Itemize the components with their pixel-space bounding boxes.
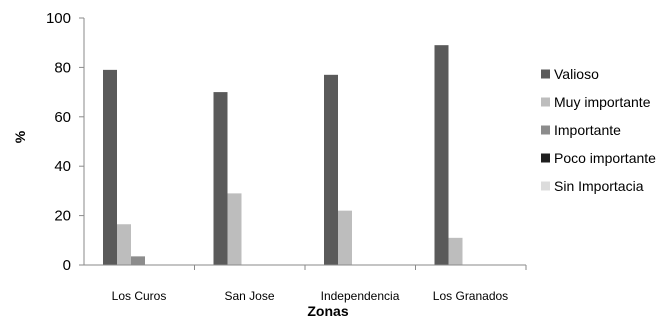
bar-independencia-muy-importante (338, 210, 352, 265)
bar-independencia-valioso (324, 74, 338, 265)
x-axis-categories: Los Curos San Jose Independencia Los Granad… (112, 265, 527, 303)
y-tick-label: 20 (54, 208, 71, 225)
bar-los-curos-importante (131, 256, 145, 265)
legend-swatch-importante (541, 125, 550, 135)
legend-swatch-muy-importante (541, 97, 550, 107)
y-tick-label: 80 (54, 59, 71, 76)
legend-swatch-sin-importacia (541, 181, 550, 191)
legend-label-sin-importacia: Sin Importacia (554, 178, 644, 194)
legend: Valioso Muy importante Importante Poco impo… (541, 66, 656, 194)
legend-label-poco-importante: Poco importante (554, 150, 656, 166)
legend-label-muy-importante: Muy importante (554, 94, 651, 110)
legend-swatch-valioso (541, 69, 550, 79)
x-tick-label: Los Granados (433, 289, 508, 303)
bar-san-jose-muy-importante (227, 193, 242, 265)
y-tick-label: 0 (63, 257, 71, 274)
bar-los-granados-muy-importante (448, 237, 463, 265)
y-tick-label: 60 (54, 109, 71, 126)
legend-label-importante: Importante (554, 122, 621, 138)
bar-los-curos-muy-importante (117, 224, 131, 265)
x-tick-label: Los Curos (112, 289, 167, 303)
legend-label-valioso: Valioso (554, 66, 599, 82)
x-tick-label: San Jose (224, 289, 274, 303)
y-tick-label: 40 (54, 158, 71, 175)
y-axis-title: % (12, 130, 28, 143)
bar-los-granados-valioso (434, 45, 449, 265)
bars-group (103, 45, 463, 266)
y-axis-ticks: 0 20 40 60 80 100 (46, 10, 84, 274)
x-axis-title: Zonas (307, 303, 348, 319)
legend-swatch-poco-importante (541, 153, 550, 163)
bar-los-curos-valioso (103, 69, 117, 266)
x-tick-label: Independencia (321, 289, 400, 303)
y-tick-label: 100 (46, 10, 71, 27)
bar-san-jose-valioso (213, 92, 228, 265)
